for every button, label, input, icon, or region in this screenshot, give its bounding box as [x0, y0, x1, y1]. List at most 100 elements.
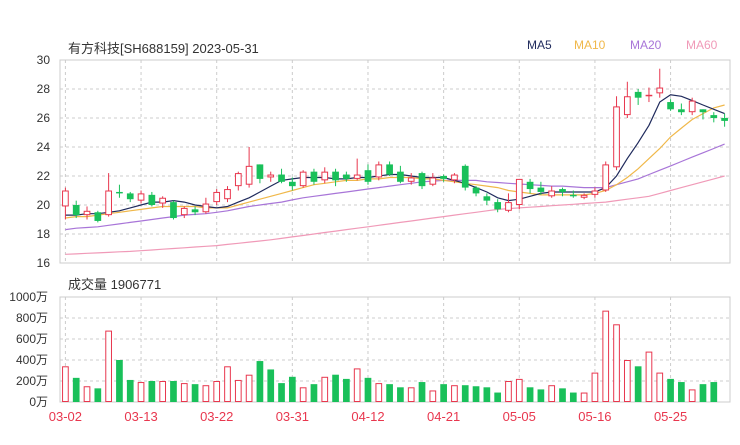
- candle: [278, 168, 285, 184]
- volume-tick-label: 200万: [16, 374, 48, 388]
- candle-body: [256, 164, 264, 179]
- volume-bar: [159, 381, 167, 402]
- date-tick-label: 05-05: [503, 409, 536, 424]
- price-tick-label: 22: [37, 169, 51, 183]
- volume-bar: [386, 384, 393, 402]
- candle-body: [180, 207, 188, 216]
- candle-body: [623, 96, 631, 116]
- price-frame: [59, 59, 731, 264]
- volume-bar: [397, 387, 404, 402]
- volume-bar: [472, 386, 480, 402]
- volume-bar: [678, 382, 685, 402]
- candle: [472, 186, 480, 197]
- date-tick-label: 03-13: [124, 409, 157, 424]
- candle-body: [461, 165, 469, 188]
- volume-bar: [613, 324, 620, 402]
- candle: [721, 113, 728, 127]
- candle: [105, 173, 112, 217]
- chart-title: 有方科技[SH688159] 2023-05-31: [68, 41, 259, 56]
- candle-body: [267, 174, 275, 178]
- volume-bar: [451, 385, 458, 403]
- price-axis: 16 18 20 22 24 26 28 30: [37, 53, 51, 270]
- volume-title: 成交量 1906771: [68, 277, 162, 292]
- price-tick-label: 24: [37, 140, 51, 154]
- candle: [94, 210, 102, 223]
- candle: [191, 206, 199, 216]
- candle: [267, 171, 275, 182]
- volume-bar: [494, 392, 502, 402]
- date-tick-label: 03-22: [200, 409, 233, 424]
- volume-bar: [461, 385, 469, 402]
- legend-ma10: MA10: [574, 38, 606, 52]
- volume-bar: [710, 382, 718, 402]
- candle-body: [721, 118, 728, 121]
- volume-bar: [332, 374, 339, 402]
- candle: [515, 178, 523, 210]
- candle: [148, 191, 156, 207]
- candle: [234, 171, 242, 191]
- candle: [116, 184, 123, 198]
- volume-bar: [245, 374, 253, 403]
- date-tick-label: 03-02: [49, 409, 82, 424]
- candle-body: [278, 174, 285, 182]
- date-tick-label: 05-25: [654, 409, 687, 424]
- candle-body: [451, 174, 458, 181]
- candle-body: [569, 194, 577, 197]
- volume-bar: [126, 379, 134, 402]
- candle-body: [234, 173, 242, 187]
- candle: [667, 99, 674, 111]
- volume-bar: [440, 384, 447, 402]
- candle: [678, 103, 685, 116]
- volume-bar: [375, 383, 383, 403]
- volume-bar: [213, 381, 221, 402]
- candle: [623, 81, 631, 118]
- volume-bar: [202, 385, 210, 403]
- candle-body: [537, 187, 545, 192]
- candle: [461, 164, 469, 191]
- volume-bar: [569, 392, 577, 402]
- candle-body: [580, 194, 588, 198]
- candle-body: [407, 177, 415, 182]
- volume-bar: [418, 382, 426, 402]
- volume-bar: [224, 366, 231, 402]
- volume-tick-label: 1000万: [9, 290, 48, 304]
- volume-bar: [591, 372, 599, 403]
- candle-body: [472, 187, 480, 194]
- candle-body: [364, 170, 372, 182]
- candle: [645, 87, 653, 103]
- candle-body: [213, 191, 221, 203]
- candle-body: [613, 106, 620, 168]
- volume-bar: [537, 389, 545, 402]
- volume-bar: [191, 384, 199, 402]
- candle-body: [83, 210, 91, 216]
- candle-body: [94, 212, 102, 221]
- volume-bar: [234, 379, 242, 403]
- candle: [407, 173, 415, 185]
- candle: [83, 206, 91, 220]
- candle-body: [710, 115, 718, 118]
- candle: [656, 68, 664, 98]
- candle-body: [202, 203, 210, 213]
- candle: [288, 177, 296, 191]
- volume-bar: [483, 387, 491, 402]
- volume-bar: [515, 378, 523, 402]
- candle-body: [602, 164, 610, 191]
- candle-body: [667, 102, 674, 110]
- date-tick-label: 04-21: [427, 409, 460, 424]
- candle: [321, 167, 329, 184]
- candle-body: [515, 178, 523, 205]
- volume-bar: [699, 384, 707, 402]
- candle: [62, 187, 69, 220]
- price-tick-label: 20: [37, 198, 51, 212]
- candle-body: [191, 209, 199, 213]
- candle-body: [548, 190, 556, 197]
- date-tick-label: 04-12: [351, 409, 384, 424]
- candle: [429, 173, 437, 187]
- ma5-line: [65, 94, 725, 216]
- volume-tick-label: 600万: [16, 332, 48, 346]
- candle: [256, 164, 264, 184]
- candle-body: [321, 171, 329, 181]
- legend-ma60: MA60: [686, 38, 718, 52]
- volume-bar: [180, 383, 188, 403]
